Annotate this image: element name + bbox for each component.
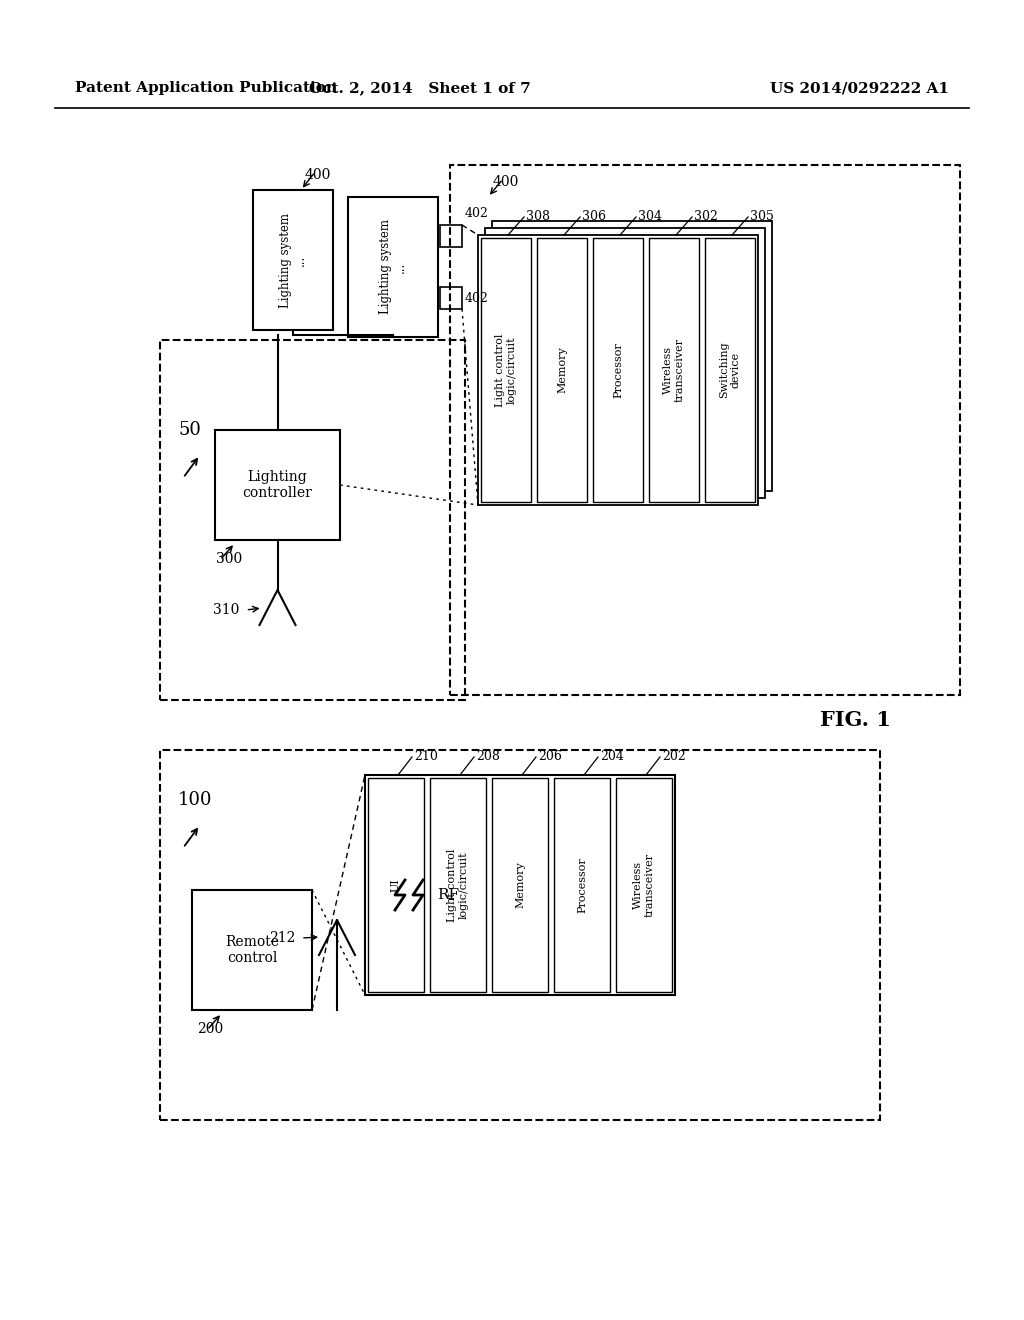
Text: 400: 400 [305, 168, 332, 182]
Text: 310: 310 [213, 603, 240, 616]
Bar [253, 190, 333, 330]
Bar [554, 777, 610, 993]
Bar [368, 777, 424, 993]
Text: 304: 304 [638, 210, 662, 223]
Bar [537, 238, 587, 502]
Bar [160, 341, 465, 700]
Text: Remote
control: Remote control [225, 935, 279, 965]
Text: Lighting
controller: Lighting controller [243, 470, 312, 500]
Text: Processor: Processor [613, 342, 623, 397]
Text: 208: 208 [476, 751, 500, 763]
Text: 302: 302 [694, 210, 718, 223]
Bar [481, 238, 531, 502]
Text: 306: 306 [582, 210, 606, 223]
Bar [348, 197, 438, 337]
Text: Lighting system
...: Lighting system ... [279, 213, 307, 308]
Bar [365, 775, 675, 995]
Text: 400: 400 [493, 176, 519, 189]
Text: 305: 305 [750, 210, 774, 223]
Bar [492, 220, 772, 491]
Bar [616, 777, 672, 993]
Text: UI: UI [391, 878, 401, 892]
Text: Memory: Memory [515, 862, 525, 908]
Text: Lighting system
...: Lighting system ... [379, 219, 407, 314]
Text: 100: 100 [178, 791, 213, 809]
Bar [492, 777, 548, 993]
Bar [649, 238, 699, 502]
Bar [485, 228, 765, 498]
Bar [440, 286, 462, 309]
Text: 202: 202 [662, 751, 686, 763]
Text: 402: 402 [465, 207, 488, 220]
Bar [705, 238, 755, 502]
Text: 300: 300 [216, 552, 243, 566]
Text: 50: 50 [178, 421, 201, 440]
Text: 212: 212 [268, 931, 295, 945]
Text: Switching
device: Switching device [719, 342, 740, 399]
Text: 402: 402 [465, 292, 488, 305]
Bar [430, 777, 486, 993]
Text: RF: RF [437, 888, 459, 902]
Text: 200: 200 [197, 1022, 223, 1036]
Text: US 2014/0292222 A1: US 2014/0292222 A1 [770, 81, 949, 95]
Text: Memory: Memory [557, 347, 567, 393]
Text: 210: 210 [414, 751, 438, 763]
Text: 206: 206 [538, 751, 562, 763]
Text: Processor: Processor [577, 857, 587, 913]
Bar [478, 235, 758, 506]
Bar [193, 890, 312, 1010]
Text: 204: 204 [600, 751, 624, 763]
Bar [215, 430, 340, 540]
Text: Wireless
transceiver: Wireless transceiver [664, 338, 685, 403]
Text: Light control
logic/circuit: Light control logic/circuit [447, 849, 469, 921]
Text: 308: 308 [526, 210, 550, 223]
Text: Wireless
transceiver: Wireless transceiver [633, 853, 654, 917]
Text: FIG. 1: FIG. 1 [819, 710, 891, 730]
Bar [450, 165, 961, 696]
Bar [593, 238, 643, 502]
Text: Patent Application Publication: Patent Application Publication [75, 81, 337, 95]
Text: Light control
logic/circuit: Light control logic/circuit [496, 334, 517, 407]
Bar [440, 224, 462, 247]
Text: Oct. 2, 2014   Sheet 1 of 7: Oct. 2, 2014 Sheet 1 of 7 [309, 81, 530, 95]
Bar [160, 750, 880, 1119]
